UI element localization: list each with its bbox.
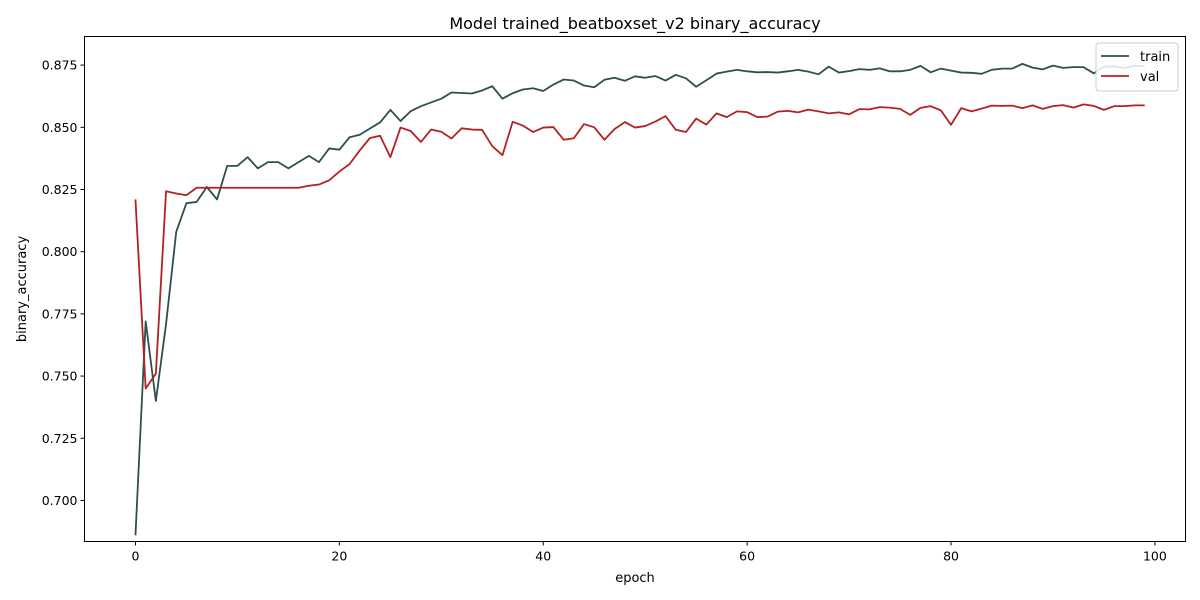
legend-box <box>1095 42 1179 92</box>
y-tick-label: 0.825 <box>42 182 78 197</box>
x-tick-label: 40 <box>535 549 551 564</box>
series-line-val <box>134 103 1145 390</box>
y-tick-label: 0.800 <box>42 244 78 259</box>
y-tick-label: 0.700 <box>42 493 78 508</box>
chart-title: Model trained_beatboxset_v2 binary_accur… <box>449 14 820 34</box>
legend-label-val: val <box>1140 70 1159 85</box>
y-tick-label: 0.775 <box>42 306 78 321</box>
axis-ticks: 0 20 40 60 80 100 0.700 0.725 0.750 0.775 0.800 0.8… <box>42 58 1167 564</box>
series-line-train <box>134 62 1145 536</box>
legend: train val <box>1095 42 1179 92</box>
x-tick-label: 20 <box>331 549 347 564</box>
y-tick-label: 0.850 <box>42 120 78 135</box>
x-tick-label: 60 <box>739 549 755 564</box>
y-axis-label: binary_accuracy <box>15 236 30 343</box>
x-axis-label: epoch <box>615 571 655 586</box>
plot-area <box>134 62 1145 536</box>
x-tick-label: 100 <box>1143 549 1167 564</box>
plot-frame <box>84 36 1186 542</box>
y-tick-label: 0.875 <box>42 58 78 73</box>
x-tick-label: 80 <box>943 549 959 564</box>
y-tick-label: 0.750 <box>42 369 78 384</box>
y-tick-label: 0.725 <box>42 431 78 446</box>
x-tick-label: 0 <box>131 549 139 564</box>
legend-label-train: train <box>1140 50 1170 65</box>
